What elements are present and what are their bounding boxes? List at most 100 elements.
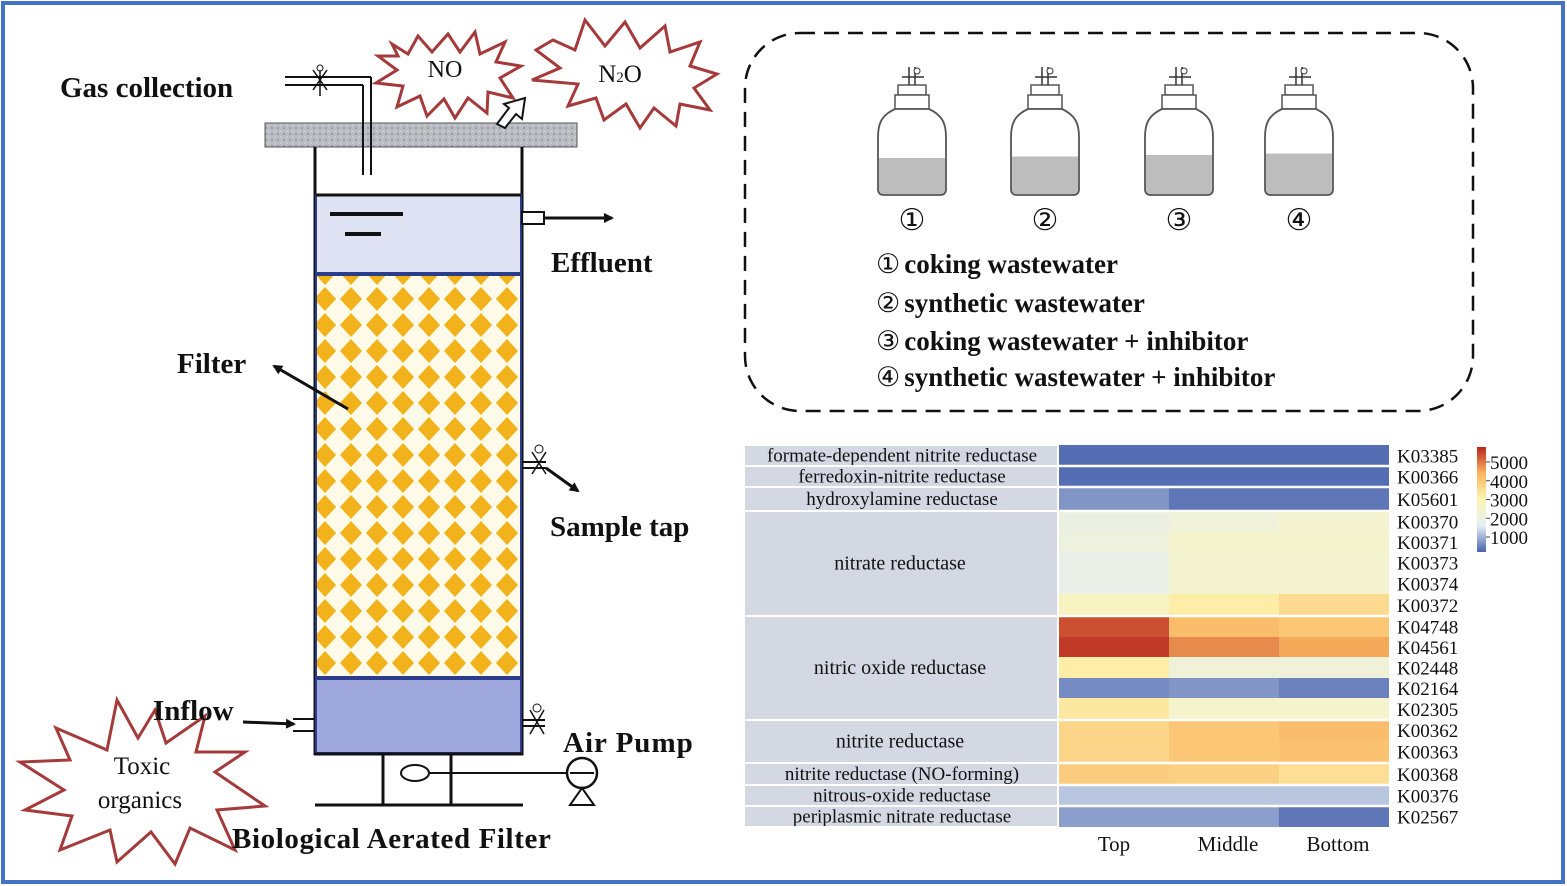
heatmap-cell xyxy=(1279,740,1389,763)
heatmap-cell xyxy=(1279,552,1389,573)
heatmap-group-label: formate-dependent nitrite reductase xyxy=(767,446,1037,467)
heatmap-cell xyxy=(1279,806,1389,827)
heatmap-row-label: K00376 xyxy=(1397,787,1458,808)
heatmap-group-label: nitrous-oxide reductase xyxy=(813,786,991,807)
reagent-bottle-icon xyxy=(1264,67,1334,196)
colorbar-tick-label: 2000 xyxy=(1490,509,1528,530)
heatmap-cell xyxy=(1169,698,1279,720)
heatmap-row-label: K02567 xyxy=(1397,808,1458,829)
heatmap-cell xyxy=(1169,806,1279,827)
heatmap-cell xyxy=(1059,552,1169,573)
heatmap-row-label: K00368 xyxy=(1397,765,1458,786)
heatmap-group-box xyxy=(745,446,1057,465)
air-pump-icon xyxy=(565,756,599,806)
bottle-legend-item: ④ synthetic wastewater + inhibitor xyxy=(876,362,1275,392)
heatmap-cell xyxy=(1169,552,1279,573)
sample-tap-label: Sample tap xyxy=(550,511,689,543)
heatmap-cell xyxy=(1169,740,1279,763)
bottle-legend: ① coking wastewater ② synthetic wastewater ③… xyxy=(876,249,1275,392)
bottle-number-label: ① xyxy=(899,204,926,237)
toxic-label-line1: Toxic xyxy=(114,753,171,780)
bottle-number-label: ④ xyxy=(1286,204,1313,237)
heatmap-cell xyxy=(1169,678,1279,698)
heatmap-column-label: Bottom xyxy=(1306,832,1369,856)
heatmap-cell xyxy=(1059,466,1169,487)
heatmap-cell xyxy=(1169,594,1279,616)
heatmap-cell xyxy=(1279,698,1389,720)
heatmap-row-label: K00362 xyxy=(1397,721,1458,742)
heatmap-cell xyxy=(1279,511,1389,532)
heatmap-row-label: K02164 xyxy=(1397,679,1459,700)
bottles-group: ① ② ③ ④ xyxy=(877,67,1334,237)
heatmap: formate-dependent nitrite reductaseferre… xyxy=(745,445,1528,856)
heatmap-cell xyxy=(1279,487,1389,511)
heatmap-cell xyxy=(1169,511,1279,532)
heatmap-cell xyxy=(1059,573,1169,594)
heatmap-cell xyxy=(1059,487,1169,511)
heatmap-group-box xyxy=(745,807,1057,826)
heatmap-group-box xyxy=(745,467,1057,486)
heatmap-cell xyxy=(1169,532,1279,552)
heatmap-row-label: K03385 xyxy=(1397,447,1458,468)
heatmap-cell xyxy=(1279,594,1389,616)
heatmap-row-label: K00371 xyxy=(1397,533,1458,554)
reactor-diagram xyxy=(242,64,614,807)
drain-valve-icon xyxy=(522,703,545,735)
colorbar-tick-label: 4000 xyxy=(1490,472,1528,493)
heatmap-group-label: nitric oxide reductase xyxy=(814,657,986,679)
heatmap-row-label: K00363 xyxy=(1397,743,1458,764)
colorbar-tick-label: 5000 xyxy=(1490,453,1528,474)
colorbar xyxy=(1477,447,1486,552)
n2o-gas-label: N2O xyxy=(598,61,642,88)
heatmap-cell xyxy=(1169,720,1279,740)
heatmap-group-label: ferredoxin-nitrite reductase xyxy=(798,467,1005,488)
heatmap-cell xyxy=(1279,763,1389,785)
heatmap-cell xyxy=(1059,532,1169,552)
filter-media xyxy=(315,274,522,678)
inflow-label: Inflow xyxy=(153,695,234,727)
heatmap-cell xyxy=(1169,637,1279,657)
reagent-bottle-icon xyxy=(877,67,947,196)
heatmap-cell xyxy=(1059,698,1169,720)
effluent-label: Effluent xyxy=(551,247,653,279)
heatmap-row-label: K04561 xyxy=(1397,638,1458,659)
toxic-organics-burst-icon xyxy=(15,695,270,867)
heatmap-cell xyxy=(1279,573,1389,594)
heatmap-cell xyxy=(1169,763,1279,785)
bottom-chamber xyxy=(315,678,522,754)
sample-valve-icon xyxy=(522,444,547,475)
heatmap-group-label: periplasmic nitrate reductase xyxy=(793,807,1011,828)
heatmap-cell xyxy=(1059,763,1169,785)
heatmap-cell xyxy=(1059,637,1169,657)
heatmap-cell xyxy=(1169,785,1279,806)
heatmap-row-label: K00374 xyxy=(1397,575,1459,596)
heatmap-group-box xyxy=(745,617,1057,719)
heatmap-row-label: K02448 xyxy=(1397,659,1458,680)
heatmap-cell xyxy=(1279,657,1389,678)
heatmap-group-label: nitrite reductase (NO-forming) xyxy=(785,764,1019,785)
heatmap-cell xyxy=(1059,657,1169,678)
heatmap-cell xyxy=(1169,573,1279,594)
no-gas-burst-icon xyxy=(371,28,526,121)
heatmap-cell xyxy=(1169,616,1279,637)
heatmap-row-label: K00373 xyxy=(1397,554,1458,575)
heatmap-cell xyxy=(1279,720,1389,740)
bottles-panel xyxy=(743,31,1475,413)
air-pump-label: Air Pump xyxy=(563,727,694,759)
heatmap-cell xyxy=(1279,466,1389,487)
heatmap-cell xyxy=(1059,445,1169,466)
top-plate xyxy=(264,122,578,148)
bottle-number-label: ③ xyxy=(1166,204,1193,237)
sample-tap-arrow xyxy=(545,466,580,493)
gas-valve-icon xyxy=(312,64,328,96)
heatmap-group-box xyxy=(745,786,1057,805)
colorbar-tick-label: 3000 xyxy=(1490,491,1528,512)
heatmap-cell xyxy=(1279,637,1389,657)
toxic-label-line2: organics xyxy=(98,787,182,814)
gas-outlet-arrow-icon xyxy=(495,96,527,130)
heatmap-cell xyxy=(1059,594,1169,616)
heatmap-cell xyxy=(1279,785,1389,806)
reactor-title: Biological Aerated Filter xyxy=(232,823,551,855)
heatmap-group-label: nitrate reductase xyxy=(834,553,966,575)
